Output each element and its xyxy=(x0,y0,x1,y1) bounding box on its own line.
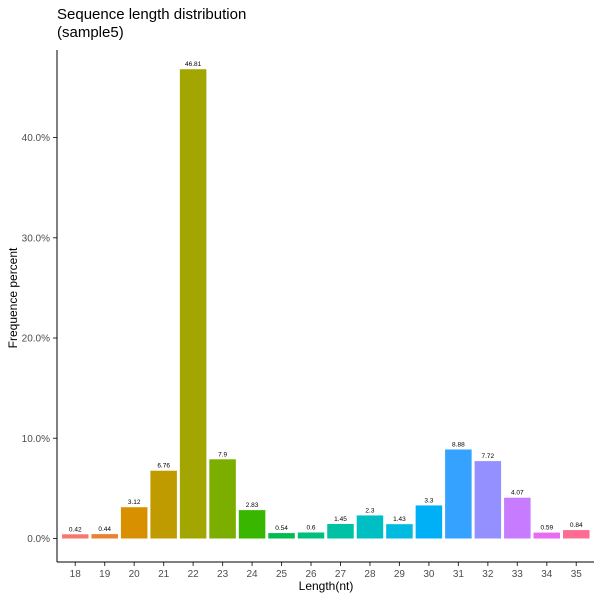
x-axis-ticks: 18 19 20 21 22 23 24 25 26 27 28 29 30 31 32 33 34 35 xyxy=(70,562,583,580)
data-label-32: 7.72 xyxy=(482,453,495,460)
x-tick-label-20: 20 xyxy=(129,569,141,580)
data-label-23: 7.9 xyxy=(218,451,227,458)
x-tick-label-30: 30 xyxy=(423,569,435,580)
y-axis-ticks: 0.0% 10.0% 20.0% 30.0% 40.0% xyxy=(22,133,57,545)
bar-24 xyxy=(238,510,266,539)
data-label-31: 8.88 xyxy=(452,441,465,448)
data-labels-group: 0.42 0.44 3.12 6.76 46.81 7.9 2.83 0.54 0.6 1.45 2… xyxy=(69,61,583,533)
x-tick-label-22: 22 xyxy=(188,569,200,580)
bar-34 xyxy=(533,532,561,539)
bar-32 xyxy=(474,461,502,539)
x-tick-label-32: 32 xyxy=(482,569,494,580)
bar-23 xyxy=(209,459,236,539)
y-tick-label: 40.0% xyxy=(22,133,50,144)
bars-group xyxy=(61,69,590,539)
bar-19 xyxy=(91,534,118,539)
bar-31 xyxy=(445,449,472,539)
x-tick-label-18: 18 xyxy=(70,569,82,580)
bar-22 xyxy=(179,69,207,539)
x-tick-label-28: 28 xyxy=(364,569,376,580)
data-label-29: 1.43 xyxy=(393,516,406,523)
x-tick-label-35: 35 xyxy=(571,569,583,580)
bar-25 xyxy=(268,533,295,539)
x-tick-label-24: 24 xyxy=(247,569,259,580)
x-tick-label-29: 29 xyxy=(394,569,406,580)
data-label-25: 0.54 xyxy=(275,525,288,532)
x-tick-label-25: 25 xyxy=(276,569,288,580)
bar-20 xyxy=(120,507,148,539)
y-axis-title: Frequence percent xyxy=(6,247,20,348)
data-label-26: 0.6 xyxy=(306,524,315,531)
data-label-30: 3.3 xyxy=(424,497,433,504)
y-tick-label: 30.0% xyxy=(22,233,50,244)
data-label-20: 3.12 xyxy=(128,499,141,506)
x-tick-label-19: 19 xyxy=(99,569,111,580)
x-tick-label-33: 33 xyxy=(512,569,524,580)
bar-27 xyxy=(327,523,354,539)
x-tick-label-23: 23 xyxy=(217,569,229,580)
bar-33 xyxy=(504,497,531,539)
data-label-27: 1.45 xyxy=(334,516,347,523)
data-label-19: 0.44 xyxy=(98,526,111,533)
y-tick-label: 0.0% xyxy=(27,534,50,545)
bar-29 xyxy=(386,524,413,539)
bar-35 xyxy=(563,530,590,539)
data-label-28: 2.3 xyxy=(365,507,374,514)
data-label-33: 4.07 xyxy=(511,490,524,497)
x-tick-label-31: 31 xyxy=(453,569,465,580)
x-axis-title: Length(nt) xyxy=(299,579,354,593)
x-tick-label-27: 27 xyxy=(335,569,347,580)
bar-21 xyxy=(150,470,177,539)
x-tick-label-26: 26 xyxy=(305,569,317,580)
data-label-22: 46.81 xyxy=(185,61,202,68)
bar-28 xyxy=(356,515,384,539)
bar-30 xyxy=(415,505,443,539)
chart-title-line-1: Sequence length distribution xyxy=(57,6,246,23)
x-tick-label-34: 34 xyxy=(541,569,553,580)
data-label-34: 0.59 xyxy=(540,525,553,532)
x-tick-label-21: 21 xyxy=(158,569,170,580)
data-label-21: 6.76 xyxy=(157,463,170,470)
bar-26 xyxy=(297,532,325,539)
data-label-35: 0.84 xyxy=(570,522,583,529)
data-label-24: 2.83 xyxy=(246,502,259,509)
bar-18 xyxy=(61,534,89,539)
data-label-18: 0.42 xyxy=(69,526,82,533)
chart-title-line-2: (sample5) xyxy=(57,24,124,41)
y-tick-label: 10.0% xyxy=(22,434,50,445)
y-tick-label: 20.0% xyxy=(22,334,50,345)
